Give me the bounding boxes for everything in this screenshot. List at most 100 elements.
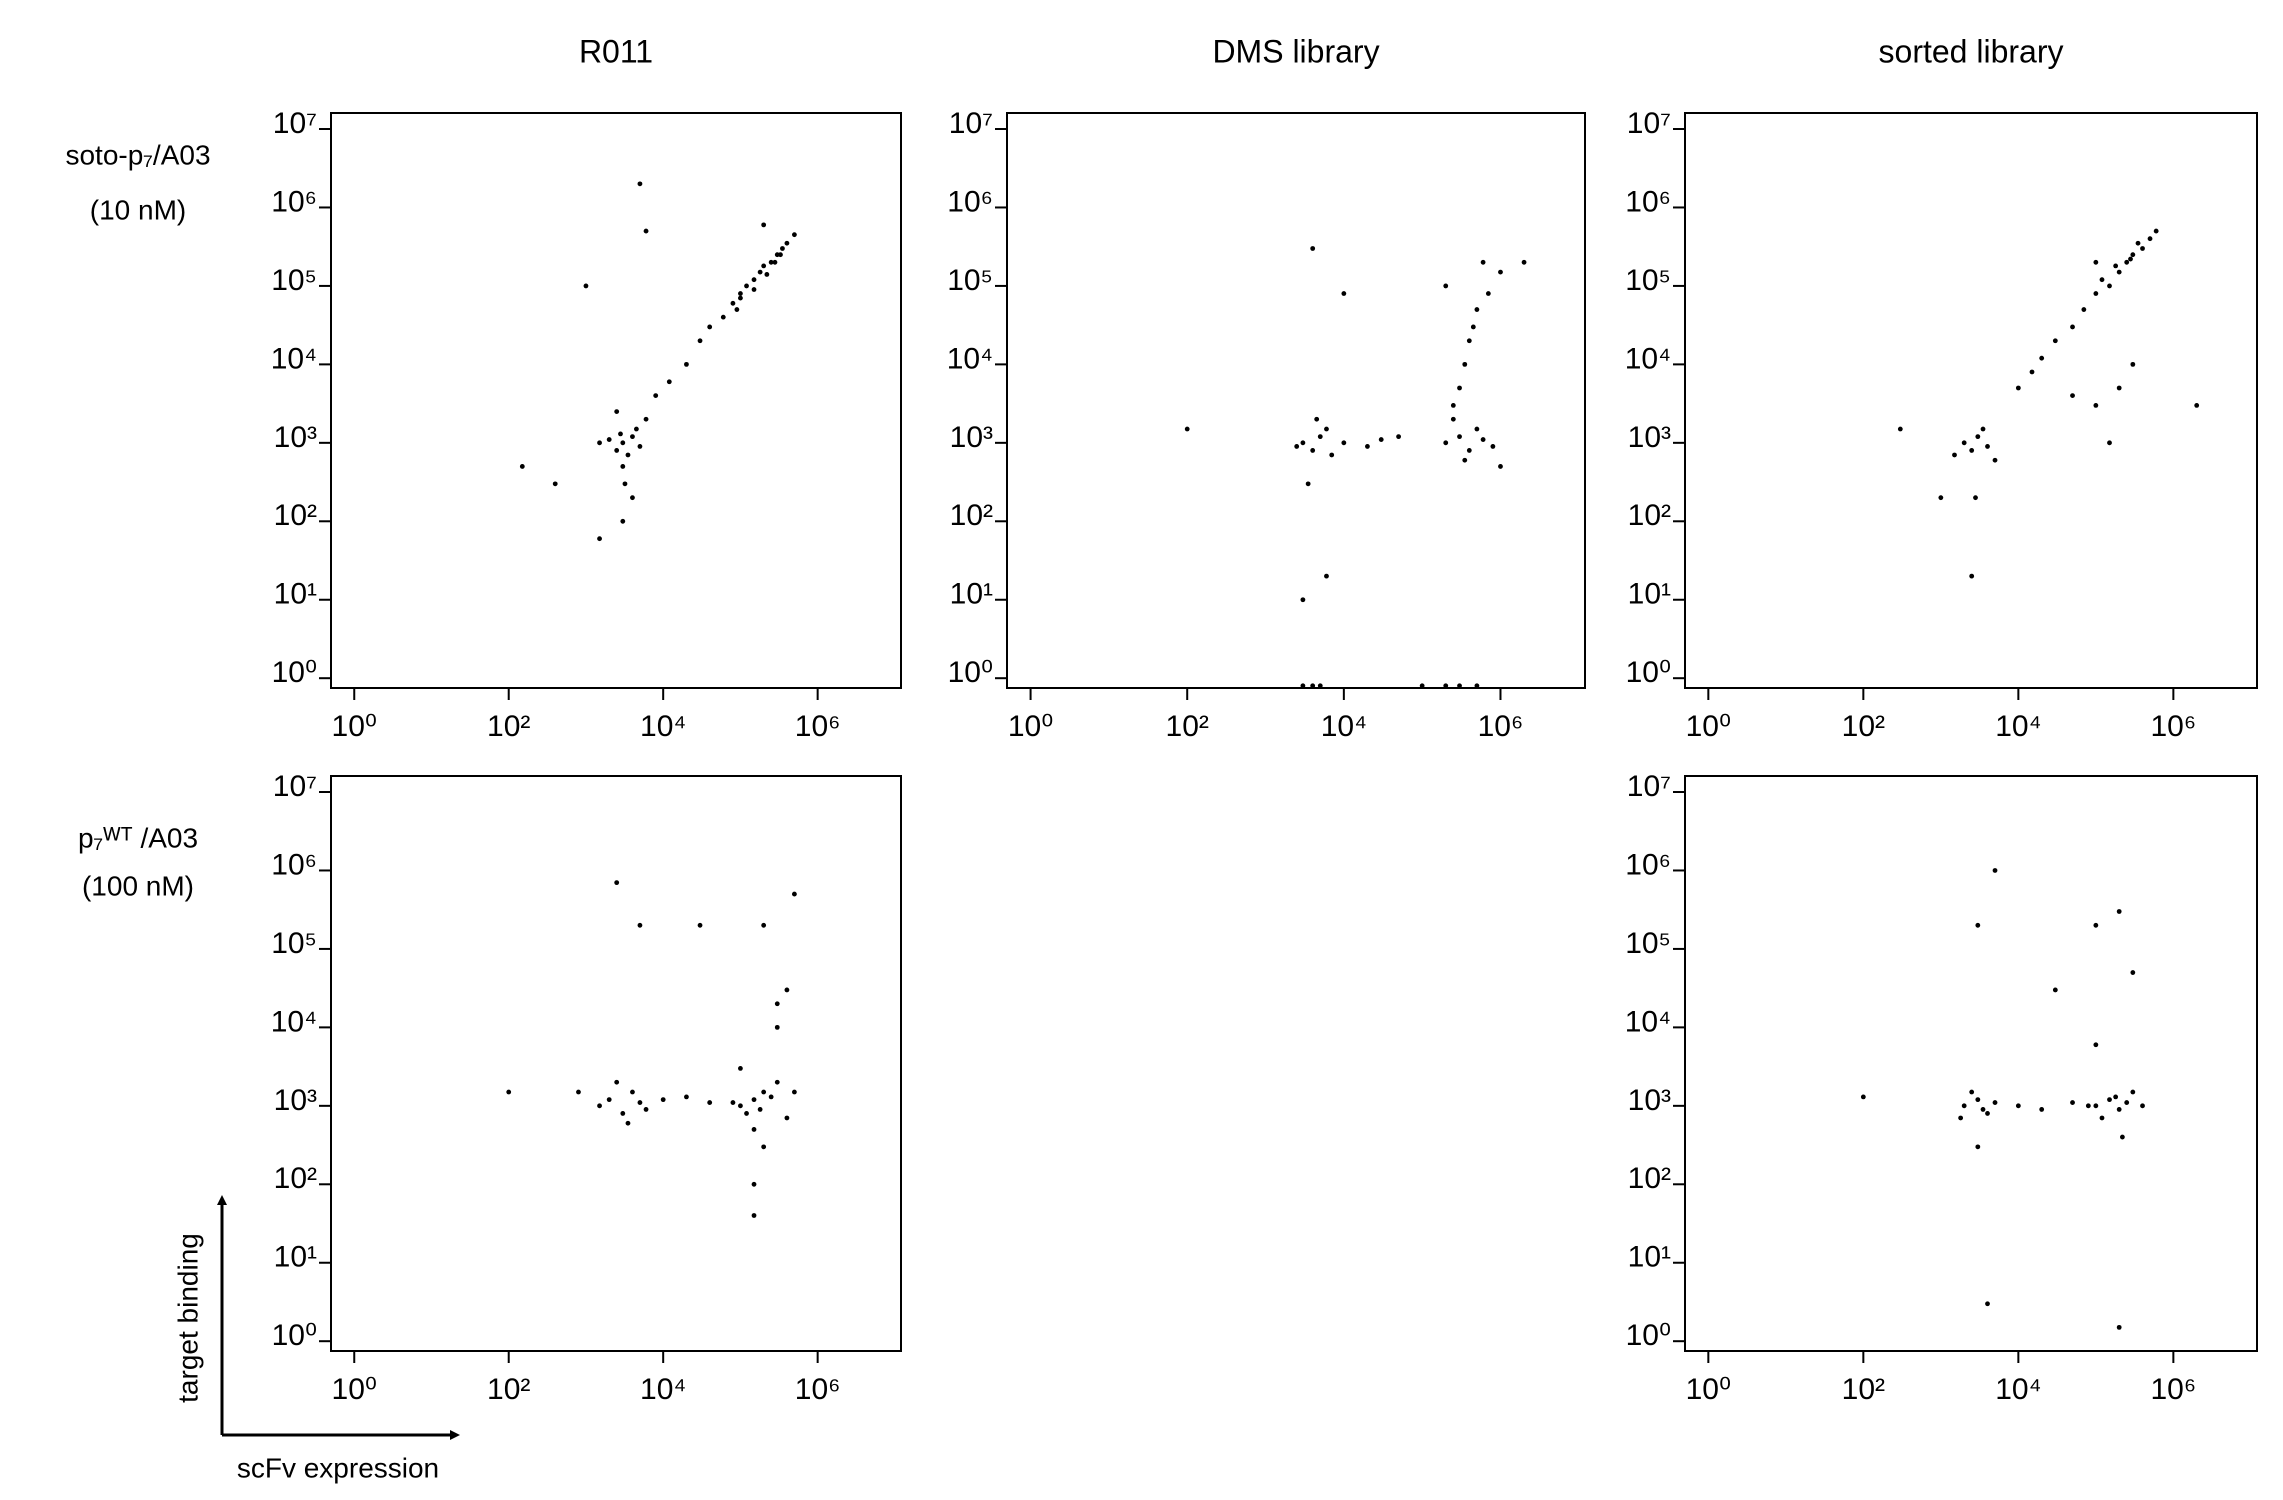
x-axis-label: scFv expression bbox=[237, 1452, 439, 1483]
data-point bbox=[1457, 683, 1462, 689]
data-point bbox=[2052, 987, 2058, 993]
data-point bbox=[1897, 426, 1903, 432]
data-point bbox=[637, 922, 643, 928]
data-point bbox=[2130, 970, 2136, 975]
data-point bbox=[1498, 269, 1503, 275]
data-point bbox=[1860, 1094, 1866, 1100]
data-point bbox=[1958, 1115, 1964, 1121]
data-point bbox=[2070, 324, 2075, 330]
x-tick-label: 10⁶ bbox=[2150, 1373, 2196, 1406]
data-point bbox=[1462, 361, 1468, 367]
x-tick-label: 10⁴ bbox=[1995, 1373, 2041, 1406]
data-point bbox=[1969, 573, 1975, 579]
plot-frame bbox=[1006, 112, 1586, 689]
row-label: (10 nM) bbox=[90, 194, 186, 225]
data-point bbox=[618, 431, 623, 437]
data-point bbox=[1324, 573, 1329, 579]
data-point bbox=[1992, 457, 1998, 463]
y-tick-label: 10⁶ bbox=[1625, 185, 1671, 218]
x-tick-label: 10⁰ bbox=[332, 710, 377, 743]
y-axis-label: target binding bbox=[172, 1233, 203, 1403]
data-point bbox=[1317, 434, 1323, 440]
data-point bbox=[792, 1089, 797, 1095]
data-point bbox=[744, 1111, 749, 1116]
data-point bbox=[1474, 307, 1480, 312]
data-point bbox=[620, 518, 626, 524]
y-tick-label: 10⁰ bbox=[948, 656, 993, 689]
data-point bbox=[774, 1079, 780, 1085]
data-point bbox=[2124, 259, 2130, 265]
y-tick-label: 10³ bbox=[950, 421, 993, 454]
data-point bbox=[1310, 246, 1316, 251]
data-point bbox=[643, 1107, 649, 1112]
y-tick-label: 10³ bbox=[1628, 421, 1671, 454]
column-title: R011 bbox=[579, 33, 653, 69]
data-point bbox=[1294, 444, 1300, 449]
data-point bbox=[1450, 416, 1456, 422]
data-point bbox=[1961, 440, 1967, 446]
data-point bbox=[1985, 444, 1990, 449]
data-point bbox=[751, 277, 757, 283]
data-point bbox=[772, 259, 778, 265]
data-point bbox=[620, 440, 626, 446]
data-point bbox=[1969, 448, 1975, 453]
data-point bbox=[1466, 338, 1472, 344]
data-point bbox=[697, 922, 703, 928]
x-tick-label: 10² bbox=[1166, 710, 1209, 743]
data-point bbox=[1975, 1144, 1981, 1150]
data-point bbox=[2099, 1115, 2105, 1121]
x-tick-label: 10⁴ bbox=[640, 1373, 686, 1406]
data-point bbox=[1310, 448, 1316, 453]
x-tick-label: 10⁴ bbox=[640, 710, 686, 743]
data-point bbox=[2140, 1103, 2145, 1109]
data-point bbox=[1480, 259, 1486, 265]
data-point bbox=[738, 295, 743, 301]
x-tick-label: 10² bbox=[487, 1373, 530, 1406]
data-point bbox=[1450, 403, 1456, 408]
data-point bbox=[761, 222, 767, 228]
y-tick-label: 10⁷ bbox=[273, 770, 317, 803]
y-tick-label: 10⁵ bbox=[271, 264, 317, 297]
data-point bbox=[761, 263, 767, 269]
data-point bbox=[792, 891, 797, 897]
y-tick-label: 10³ bbox=[1628, 1084, 1671, 1117]
plot-frame bbox=[330, 112, 902, 689]
data-point bbox=[2093, 291, 2099, 296]
data-point bbox=[519, 464, 525, 469]
data-point bbox=[1317, 683, 1323, 689]
panel: 10⁰ 10² 10⁴ 10⁶ 10⁰ 10¹ 10² 10³ 10⁴ 10⁵ 10⁶ 10⁷ bbox=[1625, 107, 2258, 743]
data-point bbox=[761, 922, 767, 928]
data-point bbox=[597, 536, 602, 542]
data-point bbox=[778, 252, 783, 258]
data-point bbox=[2070, 393, 2075, 398]
data-point bbox=[768, 259, 774, 265]
data-point bbox=[583, 283, 589, 289]
y-tick-label: 10³ bbox=[274, 421, 317, 454]
data-point bbox=[2093, 403, 2099, 408]
data-point bbox=[751, 1213, 757, 1218]
data-point bbox=[1975, 922, 1981, 928]
data-point bbox=[1980, 426, 1986, 432]
x-tick-label: 10⁰ bbox=[1686, 1373, 1731, 1406]
data-point bbox=[2093, 1042, 2099, 1048]
data-point bbox=[2194, 403, 2200, 408]
data-point bbox=[792, 232, 797, 238]
data-point bbox=[1938, 495, 1944, 501]
data-point bbox=[1396, 434, 1401, 440]
data-point bbox=[707, 324, 713, 330]
data-point bbox=[1985, 1301, 1990, 1307]
x-tick-label: 10⁴ bbox=[1321, 710, 1367, 743]
x-tick-label: 10⁶ bbox=[2150, 710, 2196, 743]
data-point bbox=[1474, 426, 1480, 432]
data-point bbox=[2147, 236, 2153, 242]
data-point bbox=[2039, 355, 2045, 361]
y-tick-label: 10² bbox=[1628, 1162, 1671, 1195]
data-point bbox=[630, 434, 635, 440]
data-point bbox=[751, 1097, 757, 1103]
data-point bbox=[780, 246, 785, 251]
data-point bbox=[784, 240, 790, 246]
data-point bbox=[606, 437, 612, 442]
data-point bbox=[730, 1100, 736, 1105]
data-point bbox=[2081, 307, 2087, 312]
